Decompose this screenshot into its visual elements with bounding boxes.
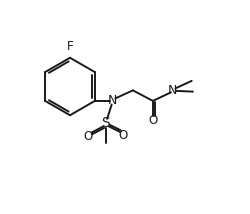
Text: O: O xyxy=(148,114,158,127)
Text: S: S xyxy=(102,116,110,130)
Text: F: F xyxy=(67,40,73,53)
Text: N: N xyxy=(168,84,177,97)
Text: N: N xyxy=(108,94,118,107)
Text: O: O xyxy=(84,130,93,143)
Text: O: O xyxy=(118,129,128,142)
